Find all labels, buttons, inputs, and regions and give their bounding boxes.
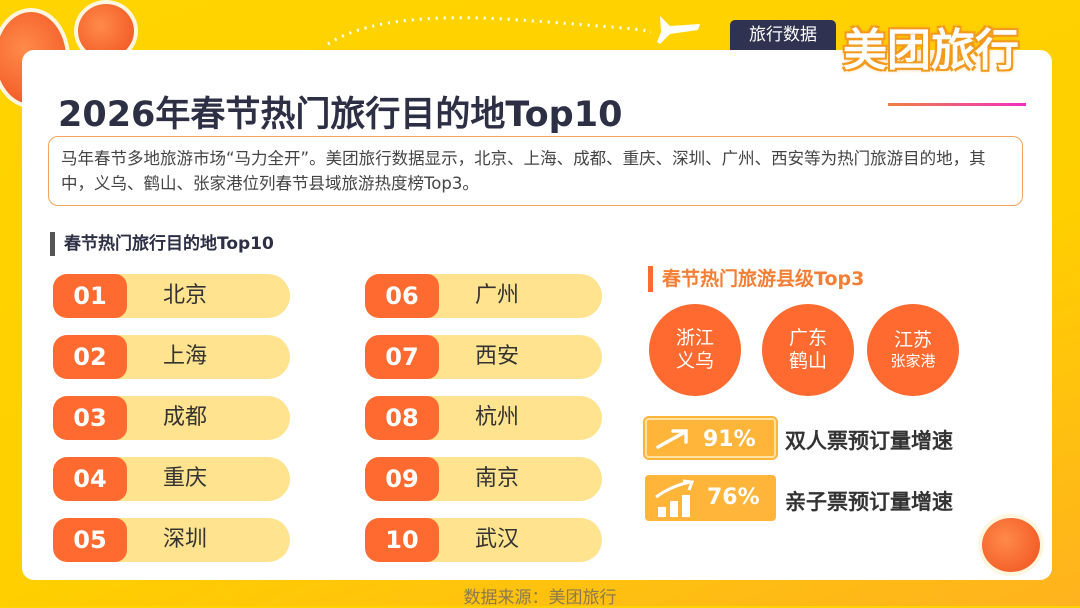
destination-item: 10 武汉 — [365, 518, 602, 562]
destination-item: 04 重庆 — [53, 457, 290, 501]
stat-label: 双人票预订量增速 — [785, 429, 953, 453]
city-name: 杭州 — [475, 405, 520, 430]
stat-value: 91% — [703, 427, 756, 452]
city-name: 广州 — [475, 283, 520, 308]
data-tag: 旅行数据 — [730, 20, 836, 50]
county-circle: 广东 鹤山 — [762, 304, 854, 396]
destination-item: 06 广州 — [365, 274, 602, 318]
rank-badge: 04 — [53, 457, 127, 501]
rank-badge: 07 — [365, 335, 439, 379]
city-name: 重庆 — [163, 466, 208, 491]
county-circle: 江苏 张家港 — [867, 304, 959, 396]
stat-label: 亲子票预订量增速 — [785, 490, 953, 514]
destination-item: 07 西安 — [365, 335, 602, 379]
rank-badge: 09 — [365, 457, 439, 501]
city-name: 深圳 — [163, 527, 208, 552]
province: 广东 — [788, 327, 827, 349]
decorative-line — [888, 103, 1026, 106]
rank-badge: 02 — [53, 335, 127, 379]
province: 浙江 — [675, 327, 714, 349]
rank-badge: 01 — [53, 274, 127, 318]
rank-badge: 06 — [365, 274, 439, 318]
description-box: 马年春节多地旅游市场“马力全开”。美团旅行数据显示，北京、上海、成都、重庆、深圳… — [48, 136, 1023, 206]
rank-badge: 05 — [53, 518, 127, 562]
county: 张家港 — [890, 352, 936, 370]
province: 江苏 — [893, 329, 932, 351]
trend-arrow-icon — [656, 429, 688, 449]
destination-item: 02 上海 — [53, 335, 290, 379]
destination-item: 09 南京 — [365, 457, 602, 501]
growth-bars-icon — [655, 479, 695, 517]
city-name: 西安 — [475, 344, 520, 369]
rank-badge: 10 — [365, 518, 439, 562]
city-name: 南京 — [475, 466, 520, 491]
destination-item: 05 深圳 — [53, 518, 290, 562]
stat-value: 76% — [707, 485, 760, 510]
airplane-path-icon — [327, 16, 700, 46]
stat-box-family: 76% — [645, 475, 776, 521]
destination-item: 01 北京 — [53, 274, 290, 318]
data-source: 数据来源：美团旅行 — [463, 588, 617, 608]
county: 义乌 — [675, 350, 714, 372]
rank-badge: 03 — [53, 396, 127, 440]
stat-box-couple: 91% — [643, 416, 778, 460]
destination-item: 08 杭州 — [365, 396, 602, 440]
city-name: 成都 — [163, 405, 208, 430]
rank-badge: 08 — [365, 396, 439, 440]
county-circle: 浙江 义乌 — [649, 304, 741, 396]
brand-logo: 美团旅行 — [843, 25, 1019, 76]
county-heading: 春节热门旅游县级Top3 — [648, 266, 864, 292]
page-title: 2026年春节热门旅行目的地Top10 — [58, 95, 623, 135]
destination-item: 03 成都 — [53, 396, 290, 440]
city-name: 北京 — [163, 283, 208, 308]
top10-heading: 春节热门旅行目的地Top10 — [50, 232, 274, 256]
county: 鹤山 — [788, 350, 827, 372]
city-name: 上海 — [163, 344, 208, 369]
city-name: 武汉 — [475, 527, 520, 552]
lantern-icon — [978, 514, 1044, 576]
